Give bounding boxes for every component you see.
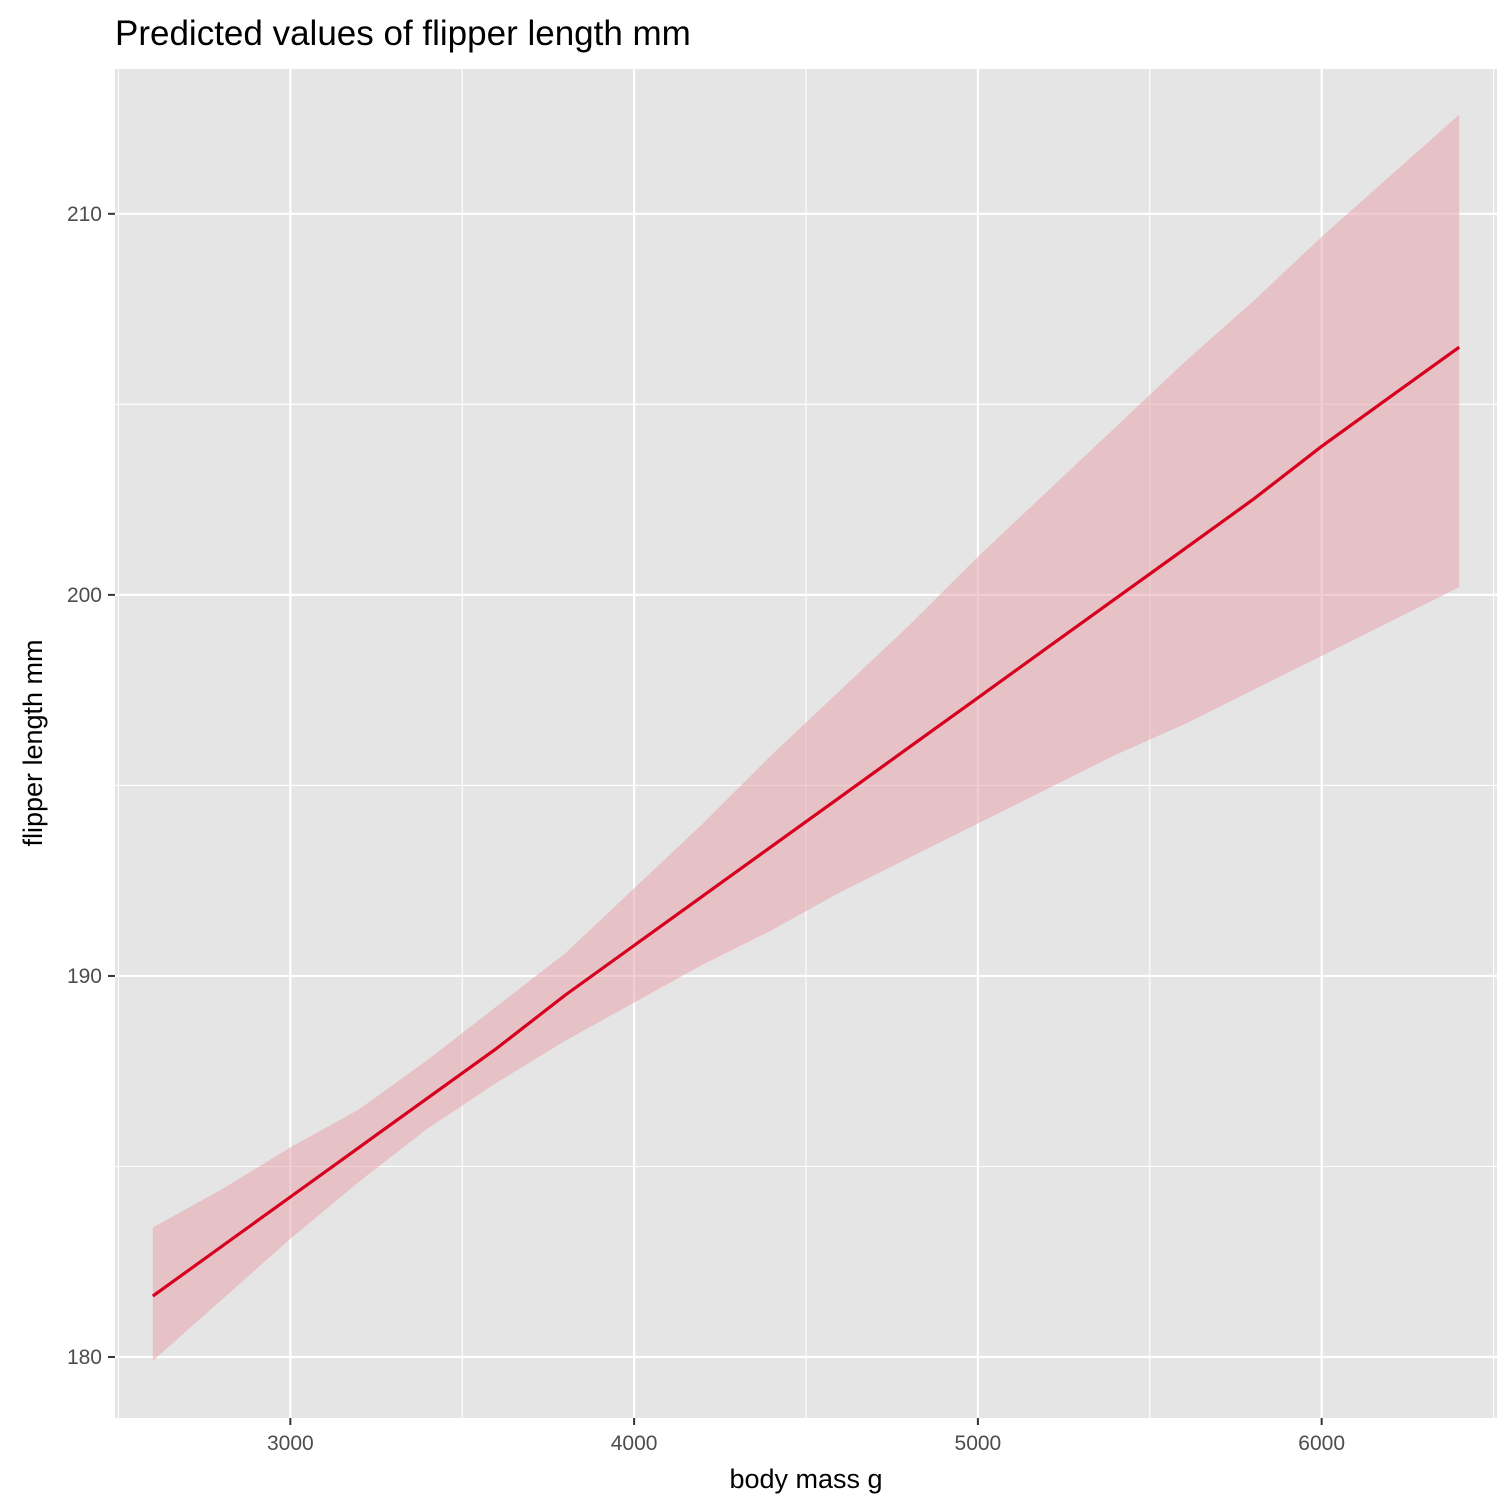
x-tick-label: 6000 [1298, 1432, 1345, 1455]
y-axis-title: flipper length mm [18, 639, 48, 846]
x-tick-label: 4000 [611, 1432, 658, 1455]
chart-title: Predicted values of flipper length mm [115, 14, 691, 53]
x-axis-title: body mass g [729, 1464, 882, 1494]
x-tick-label: 5000 [955, 1432, 1002, 1455]
x-tick-label: 3000 [267, 1432, 314, 1455]
y-tick-label: 200 [67, 584, 102, 607]
confidence-band [152, 114, 1460, 1361]
y-tick-label: 190 [67, 965, 102, 988]
prediction-line [151, 345, 1461, 1298]
axes: 3000 4000 5000 6000 180 190 200 210 [67, 203, 1345, 1455]
data-marks [151, 114, 1461, 1361]
y-tick-label: 180 [67, 1346, 102, 1369]
y-tick-label: 210 [67, 203, 102, 226]
